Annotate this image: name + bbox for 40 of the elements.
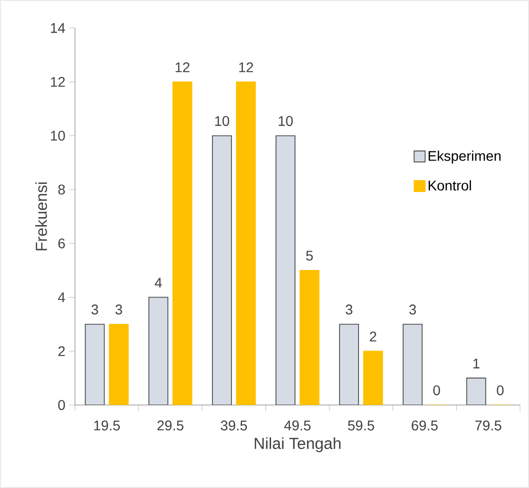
data-label: 3 — [91, 304, 98, 314]
bar — [212, 135, 232, 405]
x-tick-label: 49.5 — [284, 420, 311, 430]
x-tick-label: 39.5 — [220, 420, 247, 430]
bar — [339, 324, 359, 405]
y-axis-title: Frekuensi — [35, 182, 48, 250]
x-tick-label: 59.5 — [348, 420, 374, 430]
x-tick-label: 69.5 — [412, 420, 438, 430]
data-label: 0 — [433, 385, 440, 396]
data-label: 12 — [176, 62, 190, 72]
data-label: 10 — [278, 116, 293, 126]
x-axis-title: Nilai Tengah — [254, 437, 340, 452]
y-tick-label: 6 — [58, 238, 65, 248]
legend-label: Eksperimen — [428, 150, 501, 164]
bar — [466, 378, 486, 405]
y-tick-label: 14 — [50, 23, 66, 33]
y-tick-label: 2 — [58, 346, 65, 356]
legend-label: Kontrol — [428, 180, 471, 191]
y-tick-label: 4 — [58, 292, 66, 302]
data-label: 1 — [473, 358, 480, 368]
data-label: 5 — [306, 250, 313, 261]
y-tick-label: 8 — [58, 184, 65, 195]
y-tick-label: 0 — [58, 400, 65, 410]
x-tick-label: 19.5 — [94, 420, 120, 430]
bar — [402, 324, 423, 405]
data-label: 3 — [409, 304, 416, 314]
data-label: 4 — [154, 278, 162, 288]
data-label: 10 — [215, 116, 230, 126]
x-tick-label: 29.5 — [157, 420, 184, 430]
data-label: 2 — [370, 332, 376, 342]
data-label: 3 — [115, 304, 122, 314]
x-tick-label: 79.5 — [475, 420, 502, 430]
bar — [276, 135, 296, 405]
y-tick-label: 12 — [50, 76, 65, 87]
bar — [148, 296, 168, 405]
y-tick-label: 10 — [50, 130, 65, 141]
data-label: 3 — [346, 304, 352, 314]
bar — [84, 324, 105, 405]
data-label: 0 — [496, 385, 504, 396]
data-label: 12 — [239, 62, 254, 72]
